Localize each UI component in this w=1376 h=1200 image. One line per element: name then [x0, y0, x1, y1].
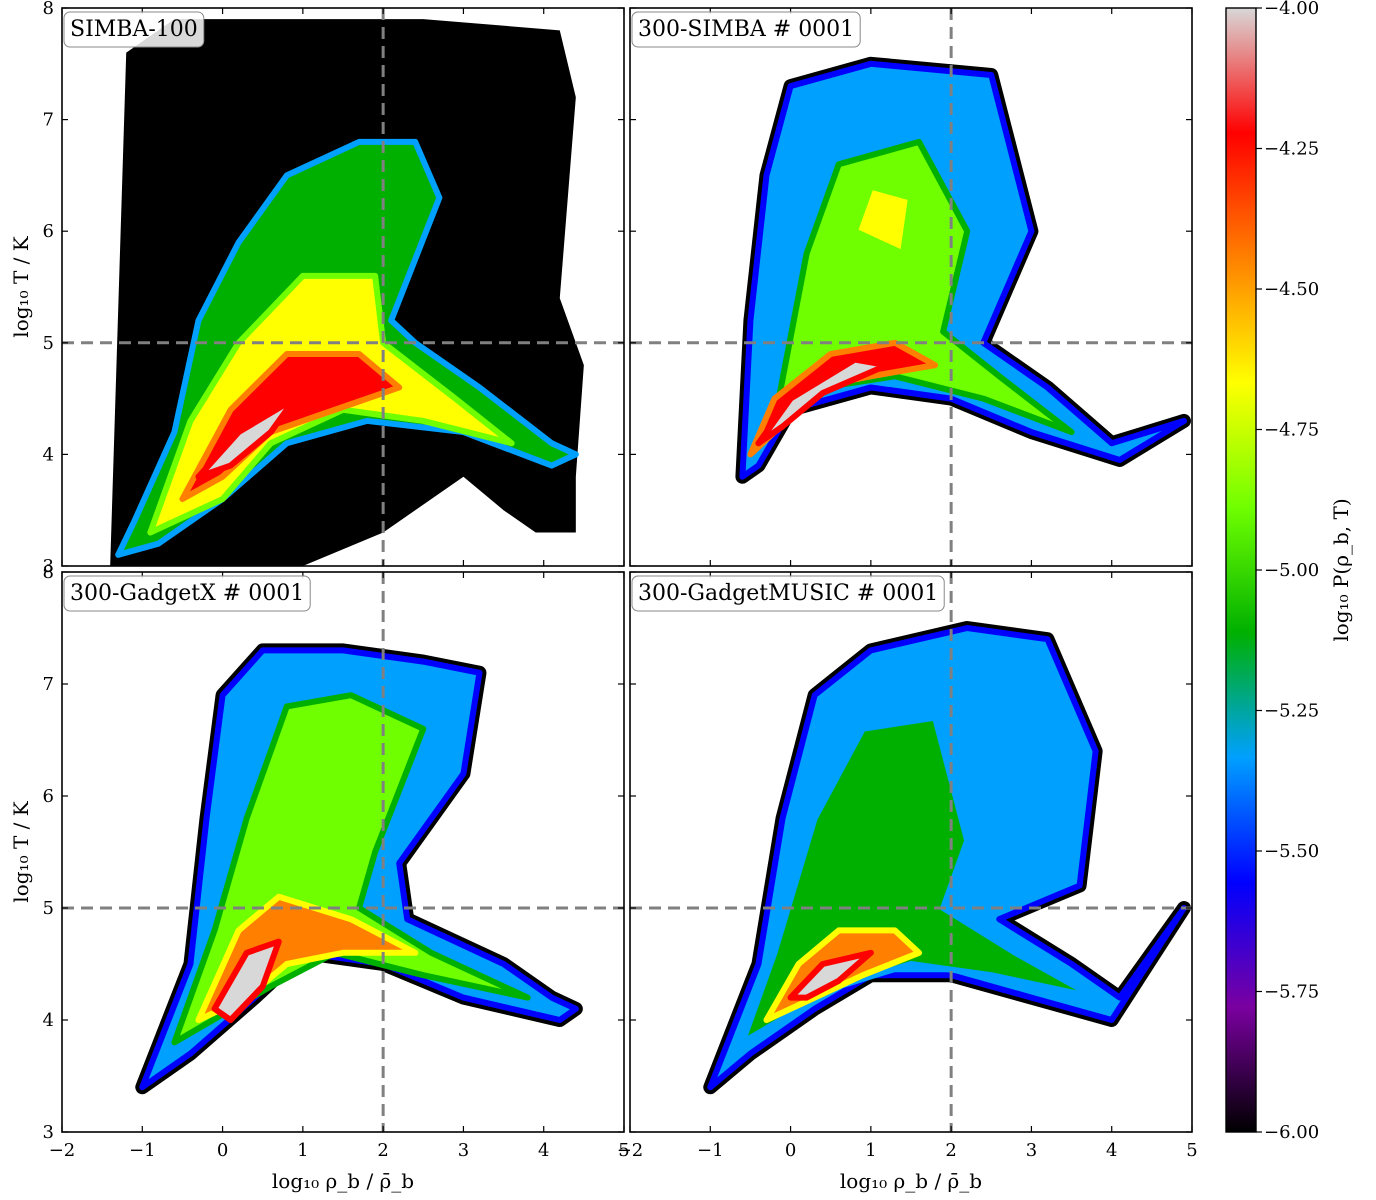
- density-level-4: [787, 949, 874, 1001]
- x-tick-label: 4: [1106, 1140, 1117, 1161]
- panel-frame: [629, 571, 1193, 1133]
- x-tick-label: 0: [785, 1140, 796, 1161]
- colorbar-tick-label: −4.50: [1264, 279, 1319, 300]
- y-tick-label: 4: [43, 444, 54, 465]
- y-tick-label: 8: [43, 0, 54, 19]
- colorbar-label: log₁₀ P(ρ_b, T): [1329, 498, 1353, 641]
- panel-2: 300-SIMBA # 0001: [629, 7, 1193, 567]
- x-tick-label: 0: [217, 1140, 228, 1161]
- panel-3: −2 −1 0 1 2 3 4 5 3 4 5 6 7 8 300-GadgetX # 0001 log₁₀ …: [9, 562, 630, 1193]
- y-tick-label: 5: [43, 333, 54, 354]
- panel-title: 300-GadgetMUSIC # 0001: [631, 575, 945, 612]
- x-tick-label: 5: [1186, 1140, 1197, 1161]
- x-tick-label: −2: [49, 1140, 76, 1161]
- y-axis-label: log₁₀ T / K: [9, 800, 33, 902]
- y-tick-label: 6: [43, 786, 54, 807]
- x-tick-label: 1: [865, 1140, 876, 1161]
- y-tick-label: 5: [43, 898, 54, 919]
- colorbar-tick-label: −5.50: [1264, 841, 1319, 862]
- x-axis-label: log₁₀ ρ_b / ρ̄_b: [840, 1169, 982, 1193]
- colorbar-tick-label: −6.00: [1264, 1122, 1319, 1143]
- x-axis-label: log₁₀ ρ_b / ρ̄_b: [272, 1169, 414, 1193]
- panel-title-box: [63, 575, 311, 612]
- y-tick-label: 7: [43, 110, 54, 131]
- colorbar-tick-label: −4.25: [1264, 139, 1319, 160]
- panel-title-box: [631, 11, 861, 48]
- colorbar: −4.00 −4.25 −4.50 −4.75 −5.00 −5.25 −5.50 −5.75…: [1225, 0, 1353, 1143]
- x-tick-label: −2: [617, 1140, 644, 1161]
- panel-title: 300-SIMBA # 0001: [631, 11, 861, 48]
- panel-frame: [629, 7, 1193, 567]
- x-tick-label: 4: [538, 1140, 549, 1161]
- y-tick-label: 3: [43, 1122, 54, 1143]
- panel-title: SIMBA-100: [63, 11, 205, 48]
- x-tick-label: 5: [618, 1140, 629, 1161]
- density-level-5: [755, 356, 890, 447]
- colorbar-tick-label: −5.00: [1264, 560, 1319, 581]
- panel-title-text: 300-GadgetX # 0001: [70, 581, 304, 606]
- density-level-3: [851, 183, 914, 257]
- x-tick-label: −1: [697, 1140, 724, 1161]
- density-level-4: [211, 938, 282, 1023]
- colorbar-tick-label: −4.75: [1264, 420, 1319, 441]
- panel-title-text: SIMBA-100: [70, 17, 198, 42]
- x-tick-label: 1: [297, 1140, 308, 1161]
- panel-title: 300-GadgetX # 0001: [63, 575, 311, 612]
- density-level-4: [195, 395, 298, 480]
- x-tick-label: −1: [129, 1140, 156, 1161]
- y-axis-label: log₁₀ T / K: [9, 235, 33, 337]
- colorbar-gradient: [1225, 7, 1257, 1133]
- panel-title-box: [631, 575, 945, 612]
- y-tick-label: 7: [43, 674, 54, 695]
- panel-title-text: 300-GadgetMUSIC # 0001: [638, 581, 938, 606]
- x-tick-label: 3: [458, 1140, 469, 1161]
- panel-frame: [61, 7, 625, 567]
- x-tick-label: 2: [377, 1140, 388, 1161]
- panel-1: 3 4 5 6 7 8 SIMBA-100 log₁₀ T / K: [9, 0, 625, 577]
- x-tick-label: 2: [945, 1140, 956, 1161]
- y-tick-label: 4: [43, 1010, 54, 1031]
- y-tick-label: 6: [43, 221, 54, 242]
- y-tick-label: 3: [43, 556, 54, 577]
- panel-frame: [61, 571, 625, 1133]
- panel-title-text: 300-SIMBA # 0001: [638, 17, 854, 42]
- x-tick-label: 3: [1026, 1140, 1037, 1161]
- colorbar-tick-label: −4.00: [1264, 0, 1319, 19]
- panel-title-box: [63, 11, 205, 48]
- colorbar-tick-label: −5.25: [1264, 701, 1319, 722]
- panel-4: −2 −1 0 1 2 3 4 5 300-GadgetMUSIC # 0001 log₁₀ ρ_…: [617, 571, 1198, 1193]
- colorbar-tick-label: −5.75: [1264, 982, 1319, 1003]
- y-tick-label: 8: [43, 562, 54, 583]
